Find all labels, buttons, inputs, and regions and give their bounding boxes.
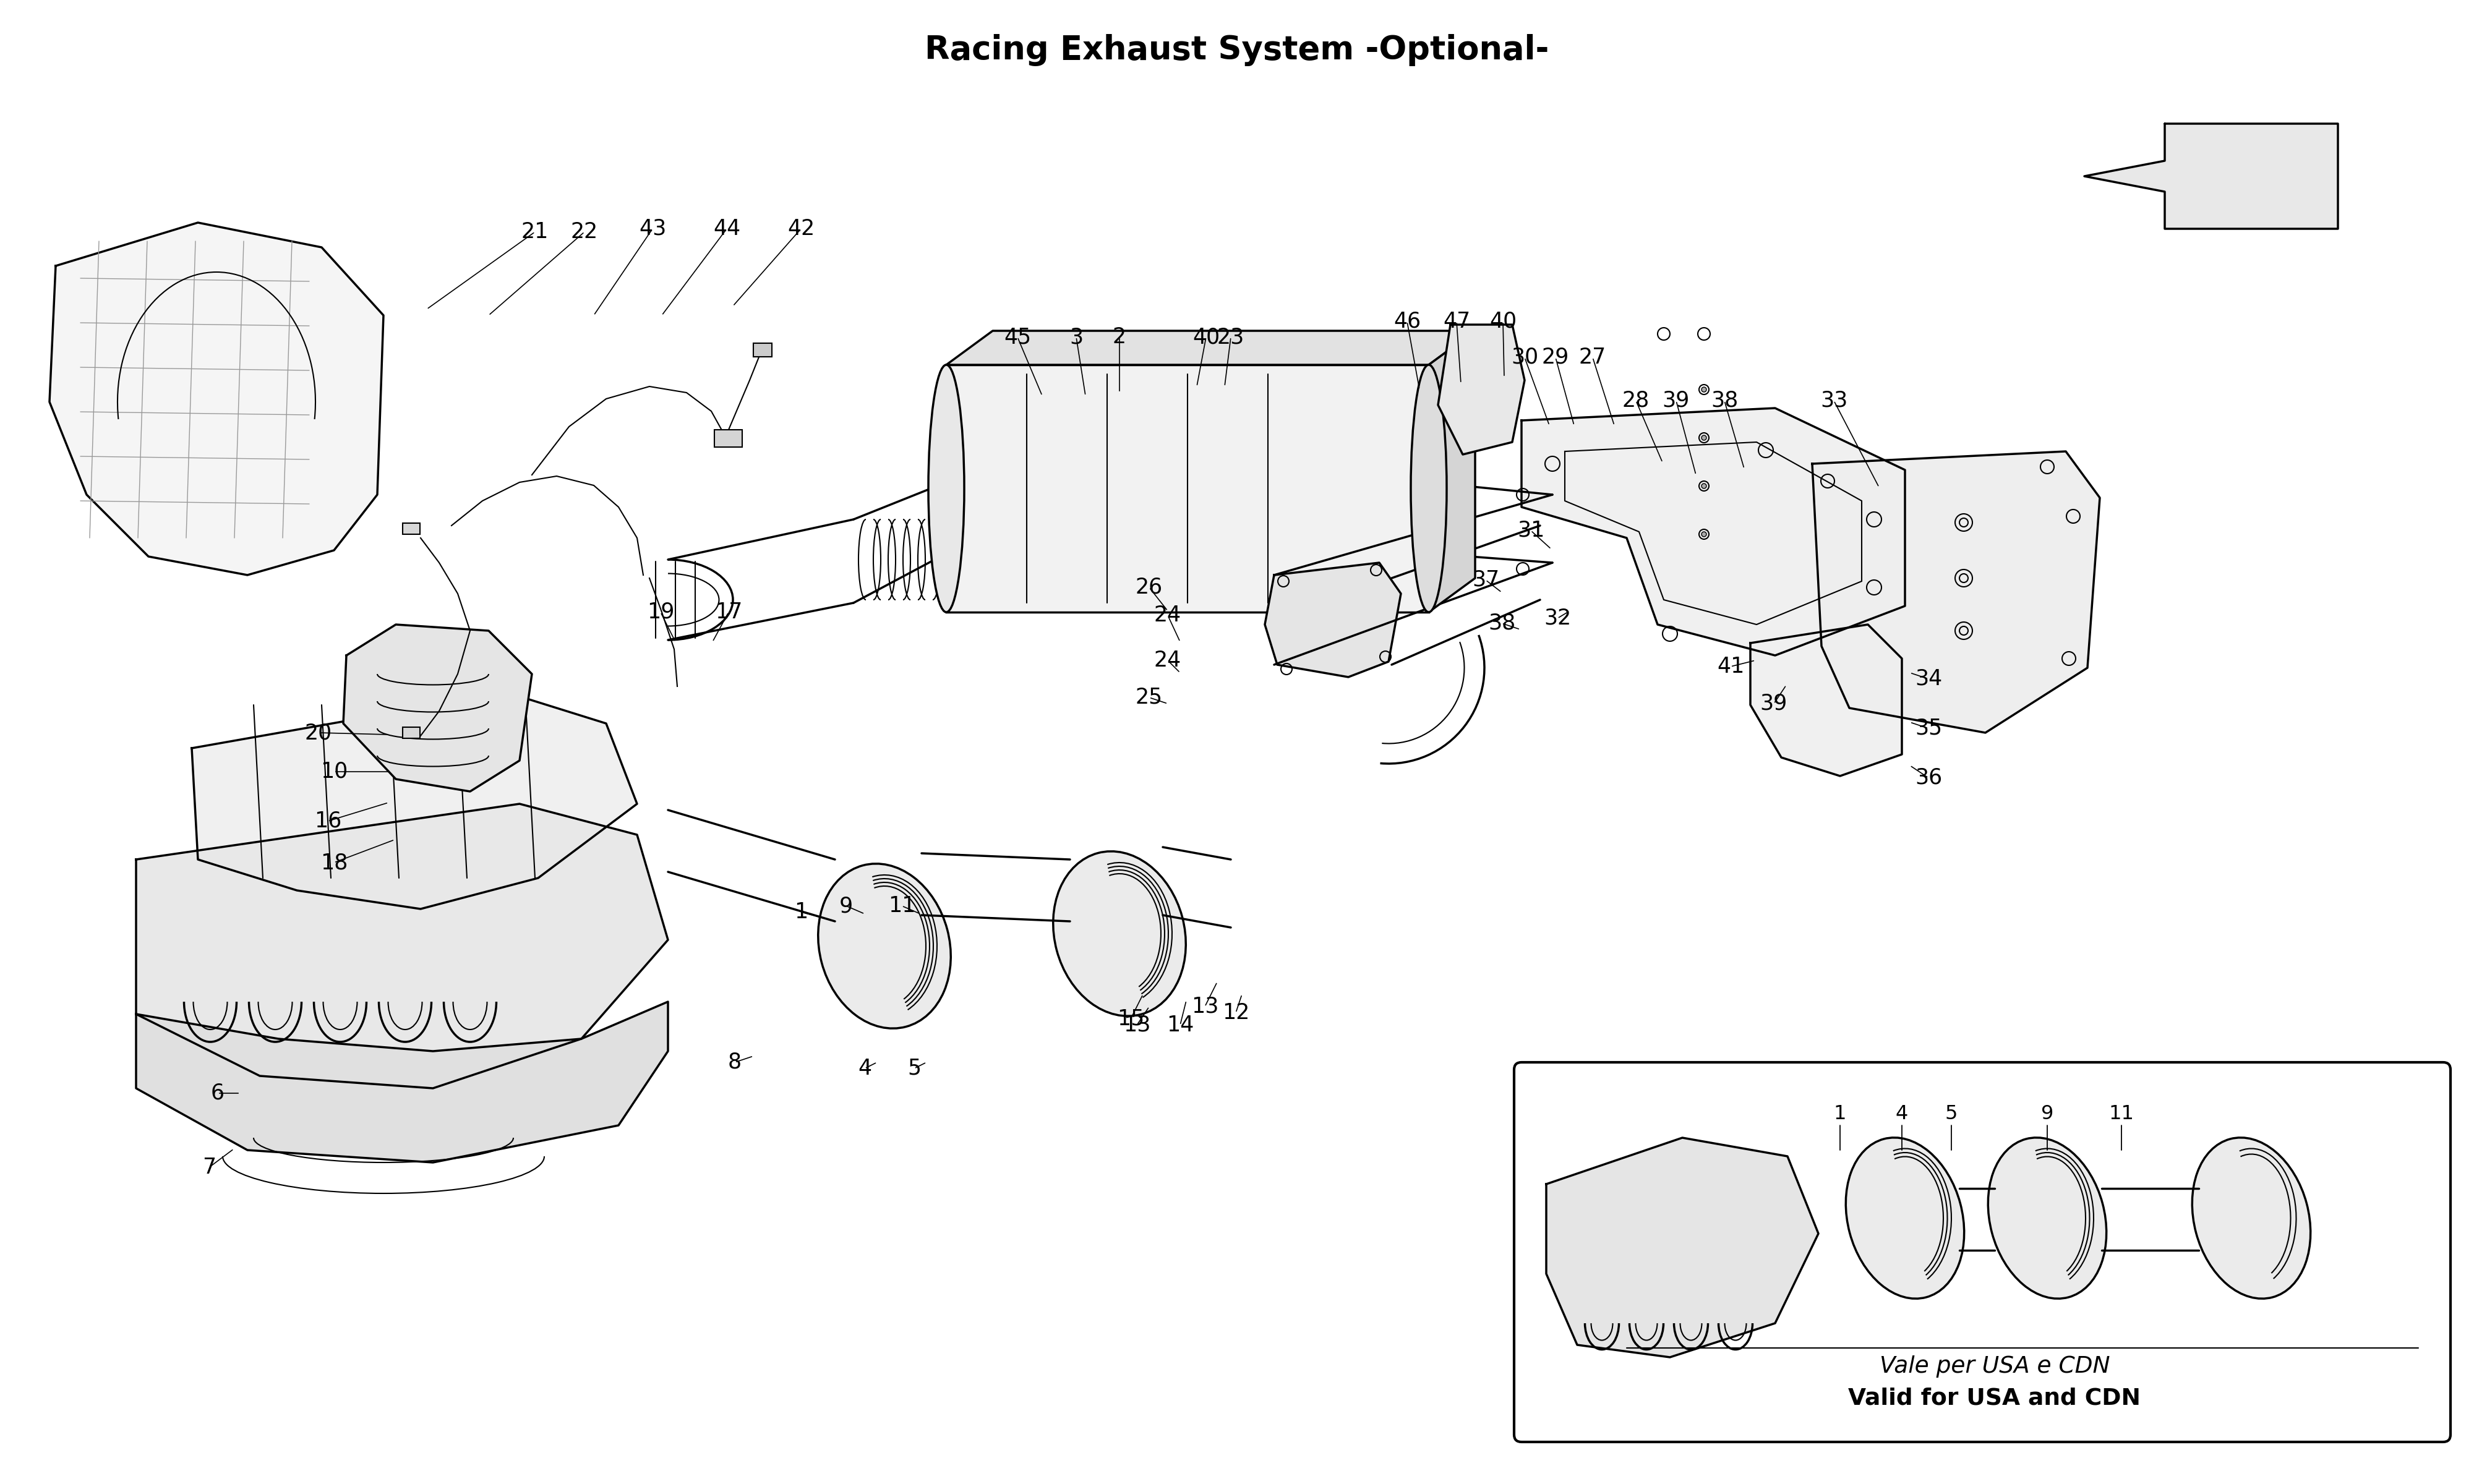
Text: 4: 4 [858, 1058, 871, 1079]
Ellipse shape [1702, 531, 1707, 537]
Text: 15: 15 [1116, 1009, 1145, 1030]
Polygon shape [1430, 331, 1475, 611]
Text: 25: 25 [1136, 687, 1163, 708]
Text: 12: 12 [1222, 1002, 1249, 1024]
Polygon shape [344, 625, 532, 791]
Polygon shape [1264, 562, 1400, 677]
Text: 19: 19 [646, 601, 675, 623]
Text: 32: 32 [1544, 608, 1571, 629]
Bar [752, 343, 772, 356]
Text: 28: 28 [1623, 390, 1650, 411]
Ellipse shape [1702, 387, 1707, 392]
Text: 5: 5 [908, 1058, 920, 1079]
Ellipse shape [1054, 852, 1185, 1017]
Text: 1: 1 [794, 901, 809, 923]
Ellipse shape [1702, 435, 1707, 441]
Text: 35: 35 [1915, 718, 1942, 739]
Text: 23: 23 [1217, 326, 1244, 347]
Text: 40: 40 [1192, 326, 1220, 347]
Text: 18: 18 [319, 852, 349, 873]
Text: Vale per USA e CDN: Vale per USA e CDN [1880, 1355, 2110, 1377]
Polygon shape [1752, 625, 1903, 776]
Polygon shape [1546, 1138, 1818, 1358]
Text: 11: 11 [888, 895, 915, 916]
Text: 41: 41 [1717, 656, 1744, 677]
Text: 26: 26 [1136, 577, 1163, 598]
Text: 45: 45 [1004, 326, 1032, 347]
Bar [403, 522, 421, 534]
Text: 40: 40 [1489, 312, 1517, 332]
Text: 16: 16 [314, 810, 341, 831]
Text: 24: 24 [1153, 650, 1183, 671]
Text: 9: 9 [2041, 1104, 2053, 1123]
Ellipse shape [1702, 484, 1707, 488]
Text: 14: 14 [1165, 1015, 1195, 1036]
Ellipse shape [928, 365, 965, 611]
Text: 13: 13 [1123, 1015, 1150, 1036]
Polygon shape [193, 693, 638, 908]
Polygon shape [136, 804, 668, 1088]
Text: 46: 46 [1393, 312, 1420, 332]
Ellipse shape [1989, 1138, 2105, 1298]
Text: 27: 27 [1578, 347, 1606, 368]
Text: 31: 31 [1517, 519, 1544, 542]
Text: 5: 5 [1945, 1104, 1957, 1123]
Text: 6: 6 [210, 1083, 225, 1104]
Polygon shape [136, 1002, 668, 1162]
Polygon shape [1522, 408, 1905, 656]
Polygon shape [945, 331, 1475, 365]
Text: 24: 24 [1153, 605, 1183, 626]
Text: 38: 38 [1487, 613, 1517, 634]
Text: Racing Exhaust System -Optional-: Racing Exhaust System -Optional- [925, 34, 1549, 67]
Text: 3: 3 [1069, 326, 1084, 347]
Text: 11: 11 [2108, 1104, 2135, 1123]
Text: 2: 2 [1113, 326, 1126, 347]
Text: 47: 47 [1442, 312, 1470, 332]
Text: 44: 44 [713, 218, 740, 239]
Polygon shape [1811, 451, 2100, 733]
Text: 4: 4 [1895, 1104, 1907, 1123]
Text: 1: 1 [1833, 1104, 1846, 1123]
Polygon shape [2083, 123, 2338, 229]
Text: 9: 9 [839, 895, 854, 916]
Text: 30: 30 [1512, 347, 1539, 368]
Text: 38: 38 [1710, 390, 1739, 411]
Text: Valid for USA and CDN: Valid for USA and CDN [1848, 1388, 2140, 1410]
Ellipse shape [819, 864, 950, 1028]
Text: 34: 34 [1915, 668, 1942, 690]
Ellipse shape [2192, 1138, 2311, 1298]
Text: 21: 21 [522, 221, 549, 242]
Ellipse shape [1846, 1138, 1964, 1298]
Bar [403, 727, 421, 738]
Ellipse shape [1410, 365, 1447, 611]
FancyBboxPatch shape [1514, 1063, 2449, 1442]
Text: 37: 37 [1472, 570, 1499, 591]
Text: 8: 8 [727, 1052, 742, 1073]
Text: 36: 36 [1915, 767, 1942, 788]
Text: 20: 20 [304, 723, 332, 743]
Polygon shape [49, 223, 383, 574]
Text: 7: 7 [203, 1158, 215, 1178]
Bar [945, 365, 1430, 611]
Text: 33: 33 [1821, 390, 1848, 411]
Text: 39: 39 [1663, 390, 1690, 411]
Text: 10: 10 [319, 761, 349, 782]
Text: 39: 39 [1759, 693, 1789, 714]
Text: 13: 13 [1190, 996, 1220, 1017]
Text: 43: 43 [638, 218, 666, 239]
Text: 17: 17 [715, 601, 742, 623]
Text: 22: 22 [571, 221, 599, 242]
Polygon shape [1437, 325, 1524, 454]
Bar [715, 430, 742, 447]
Text: 29: 29 [1541, 347, 1569, 368]
Text: 42: 42 [787, 218, 814, 239]
